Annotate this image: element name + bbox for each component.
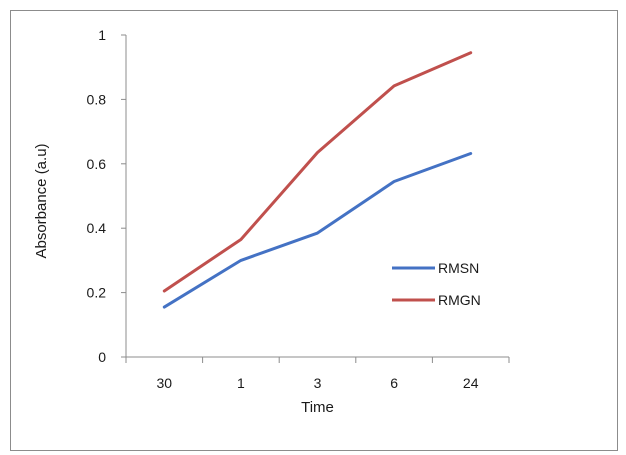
x-tick-label: 24	[463, 375, 479, 391]
legend-label-rmgn: RMGN	[438, 292, 481, 308]
x-tick-label: 6	[390, 375, 398, 391]
x-tick-label: 3	[314, 375, 322, 391]
y-tick-label: 0.8	[87, 91, 107, 107]
y-ticks: 0 0.2 0.4 0.6 0.8 1	[87, 27, 126, 365]
series-line-rmgn	[162, 51, 473, 293]
chart-frame: 0 0.2 0.4 0.6 0.8 1 30 1 3 6 24 RMSN RMGN Time Abs…	[10, 10, 618, 451]
x-tick-label: 30	[157, 375, 173, 391]
series-line-rmsn	[162, 151, 473, 309]
y-tick-label: 0.2	[87, 285, 107, 301]
x-tick-label: 1	[237, 375, 245, 391]
x-axis-title: Time	[301, 399, 334, 416]
legend-label-rmsn: RMSN	[438, 260, 479, 276]
y-tick-label: 0.6	[87, 156, 107, 172]
y-tick-label: 0	[98, 349, 106, 365]
y-tick-label: 0.4	[87, 220, 107, 236]
line-chart: 0 0.2 0.4 0.6 0.8 1 30 1 3 6 24 RMSN RMGN Time Abs…	[33, 27, 510, 416]
y-tick-label: 1	[98, 27, 106, 43]
x-ticks: 30 1 3 6 24	[125, 357, 510, 391]
y-axis-title: Absorbance (a.u)	[33, 143, 50, 258]
series-lines	[162, 51, 473, 309]
axes	[125, 35, 509, 358]
legend: RMSN RMGN	[392, 260, 481, 308]
